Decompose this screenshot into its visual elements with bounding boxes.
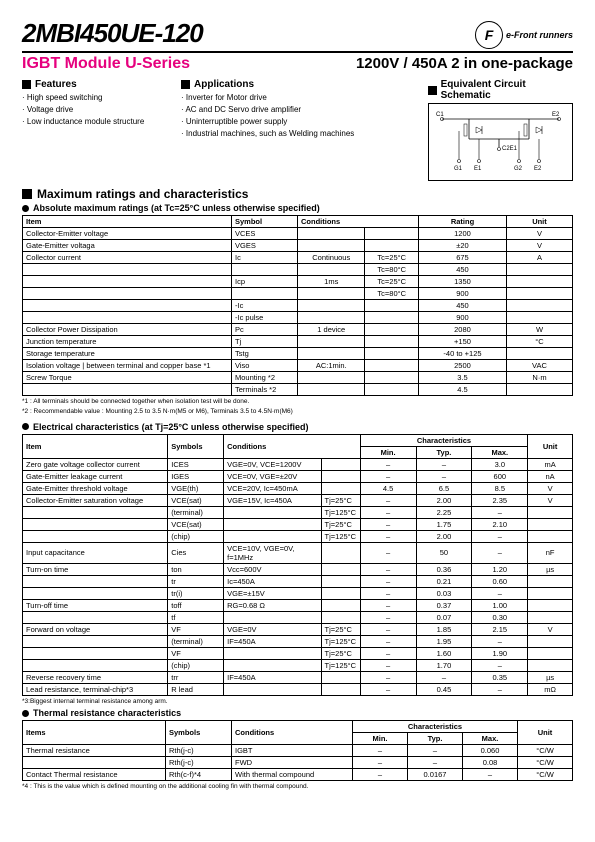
feature-item: Voltage drive [22, 104, 167, 116]
elec-characteristics-table: ItemSymbolsConditionsCharacteristicsUnit… [22, 434, 573, 696]
info-columns: Features High speed switchingVoltage dri… [22, 79, 573, 181]
application-item: Inverter for Motor drive [181, 92, 414, 104]
page-header: 2MBI450UE-120 F e-Front runners [22, 18, 573, 53]
circuit-g1-label: G1 [454, 166, 463, 172]
circuit-heading: Equivalent Circuit Schematic [428, 79, 573, 101]
circuit-g2-label: G2 [514, 166, 523, 172]
thermal-heading: Thermal resistance characteristics [22, 708, 573, 718]
elec-note: *3:Biggest internal terminal resistance … [22, 698, 573, 706]
series-title: IGBT Module U-Series [22, 55, 190, 73]
feature-item: High speed switching [22, 92, 167, 104]
brand-logo: F e-Front runners [475, 21, 573, 49]
application-item: Industrial machines, such as Welding mac… [181, 128, 414, 140]
circuit-c1-label: C1 [436, 112, 444, 118]
applications-heading: Applications [181, 79, 414, 90]
part-number: 2MBI450UE-120 [22, 18, 203, 49]
max-note-2: *2 : Recommendable value : Mounting 2.5 … [22, 408, 573, 416]
voltage-rating: 1200V / 450A 2 in one-package [356, 55, 573, 72]
elec-heading: Electrical characteristics (at Tj=25°C u… [22, 422, 573, 432]
max-ratings-table: ItemSymbolConditionsRatingUnitCollector-… [22, 215, 573, 396]
circuit-e2b-label: E2 [534, 166, 542, 172]
feature-item: Low inductance module structure [22, 116, 167, 128]
subheader: IGBT Module U-Series 1200V / 450A 2 in o… [22, 55, 573, 73]
features-list: High speed switchingVoltage driveLow ind… [22, 92, 167, 128]
application-item: Uninterruptible power supply [181, 116, 414, 128]
logo-text: e-Front runners [506, 30, 573, 40]
application-item: AC and DC Servo drive amplifier [181, 104, 414, 116]
circuit-c2e1-label: C2E1 [502, 146, 518, 152]
max-ratings-heading: Maximum ratings and characteristics [22, 187, 573, 201]
max-ratings-subheading: Absolute maximum ratings (at Tc=25°C unl… [22, 203, 573, 213]
circuit-col: Equivalent Circuit Schematic [428, 79, 573, 181]
logo-icon: F [475, 21, 503, 49]
max-note-1: *1 : All terminals should be connected t… [22, 398, 573, 406]
circuit-e2-label: E2 [552, 112, 560, 118]
features-heading: Features [22, 79, 167, 90]
circuit-schematic: C1 E2 C2E1 G1 E1 G2 E2 [428, 103, 573, 181]
applications-col: Applications Inverter for Motor driveAC … [181, 79, 414, 181]
thermal-note: *4 : This is the value which is defined … [22, 783, 573, 791]
circuit-e1-label: E1 [474, 166, 482, 172]
thermal-table: ItemsSymbolsConditionsCharacteristicsUni… [22, 720, 573, 781]
applications-list: Inverter for Motor driveAC and DC Servo … [181, 92, 414, 140]
features-col: Features High speed switchingVoltage dri… [22, 79, 167, 181]
